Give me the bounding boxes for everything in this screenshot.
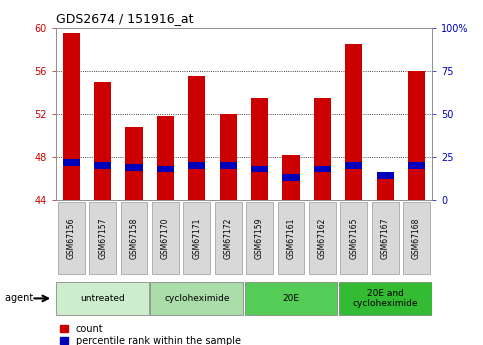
FancyBboxPatch shape [121,201,147,275]
Text: 20E: 20E [283,294,299,303]
Bar [157,166,174,172]
Bar [314,98,331,200]
FancyBboxPatch shape [341,201,367,275]
Text: GSM67161: GSM67161 [286,217,296,259]
Bar [345,162,362,169]
Text: GSM67159: GSM67159 [255,217,264,259]
FancyBboxPatch shape [150,282,243,315]
Text: cycloheximide: cycloheximide [164,294,229,303]
Bar [251,98,268,200]
Bar [345,44,362,200]
FancyBboxPatch shape [89,201,116,275]
Text: agent: agent [5,294,36,303]
Text: GSM67158: GSM67158 [129,217,139,259]
FancyBboxPatch shape [278,201,304,275]
Bar [408,162,425,169]
Bar [283,174,299,181]
FancyBboxPatch shape [309,201,336,275]
Bar [220,162,237,169]
Text: GSM67156: GSM67156 [67,217,76,259]
FancyBboxPatch shape [244,282,338,315]
Text: 20E and
cycloheximide: 20E and cycloheximide [353,289,418,308]
FancyBboxPatch shape [184,201,210,275]
FancyBboxPatch shape [246,201,273,275]
Legend: count, percentile rank within the sample: count, percentile rank within the sample [60,324,241,345]
Bar [94,81,111,200]
Text: GSM67165: GSM67165 [349,217,358,259]
FancyBboxPatch shape [372,201,398,275]
FancyBboxPatch shape [339,282,432,315]
Text: GSM67162: GSM67162 [318,217,327,259]
FancyBboxPatch shape [152,201,179,275]
Text: GSM67170: GSM67170 [161,217,170,259]
Text: GSM67172: GSM67172 [224,217,233,259]
Bar [188,162,205,169]
Bar [377,178,394,200]
Bar [126,127,142,200]
Bar [220,114,237,200]
Bar [63,33,80,200]
Text: GSM67168: GSM67168 [412,217,421,259]
Text: GSM67171: GSM67171 [192,217,201,259]
FancyBboxPatch shape [403,201,430,275]
Bar [94,162,111,169]
Bar [314,166,331,172]
FancyBboxPatch shape [58,201,85,275]
Bar [157,116,174,200]
FancyBboxPatch shape [56,282,149,315]
Bar [283,155,299,200]
Text: GDS2674 / 151916_at: GDS2674 / 151916_at [56,12,193,25]
Text: GSM67157: GSM67157 [98,217,107,259]
Bar [126,164,142,171]
FancyBboxPatch shape [215,201,242,275]
Text: untreated: untreated [80,294,125,303]
Bar [408,71,425,200]
Bar [188,76,205,200]
Bar [63,159,80,166]
Bar [251,166,268,172]
Text: GSM67167: GSM67167 [381,217,390,259]
Bar [377,172,394,179]
